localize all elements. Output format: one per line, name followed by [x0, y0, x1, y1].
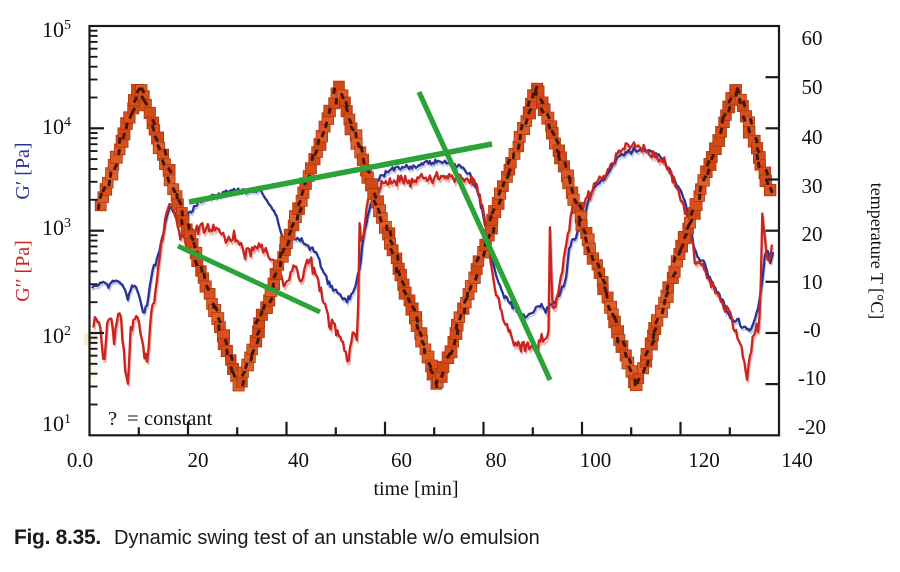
- svg-text:50: 50: [802, 75, 823, 99]
- svg-text:60: 60: [802, 26, 823, 50]
- svg-text:100: 100: [580, 448, 612, 472]
- svg-text:80: 80: [486, 448, 507, 472]
- svg-text:40: 40: [288, 448, 309, 472]
- svg-text:Dynamic swing test of an unsta: Dynamic swing test of an unstable w/o em…: [114, 527, 540, 549]
- svg-text:time [min]: time [min]: [374, 478, 459, 500]
- svg-text:-10: -10: [798, 366, 826, 390]
- svg-text:140: 140: [781, 448, 813, 472]
- svg-text:G′′ [Pa]: G′′ [Pa]: [12, 240, 34, 302]
- svg-text:Fig. 8.35.: Fig. 8.35.: [14, 526, 101, 549]
- svg-text:-0: -0: [803, 318, 821, 342]
- svg-text:G′ [Pa]: G′ [Pa]: [12, 142, 34, 199]
- svg-text:20: 20: [802, 222, 823, 246]
- svg-text:120: 120: [688, 448, 720, 472]
- svg-text:60: 60: [391, 448, 412, 472]
- svg-text:30: 30: [802, 174, 823, 198]
- svg-text:10: 10: [802, 270, 823, 294]
- svg-text:40: 40: [802, 125, 823, 149]
- svg-text:temperature T [°C]: temperature T [°C]: [867, 183, 887, 320]
- svg-text:-20: -20: [798, 415, 826, 439]
- svg-text:0.0: 0.0: [67, 448, 93, 472]
- svg-text:20: 20: [188, 448, 209, 472]
- svg-text:?=constant: ? = constant: [108, 408, 213, 430]
